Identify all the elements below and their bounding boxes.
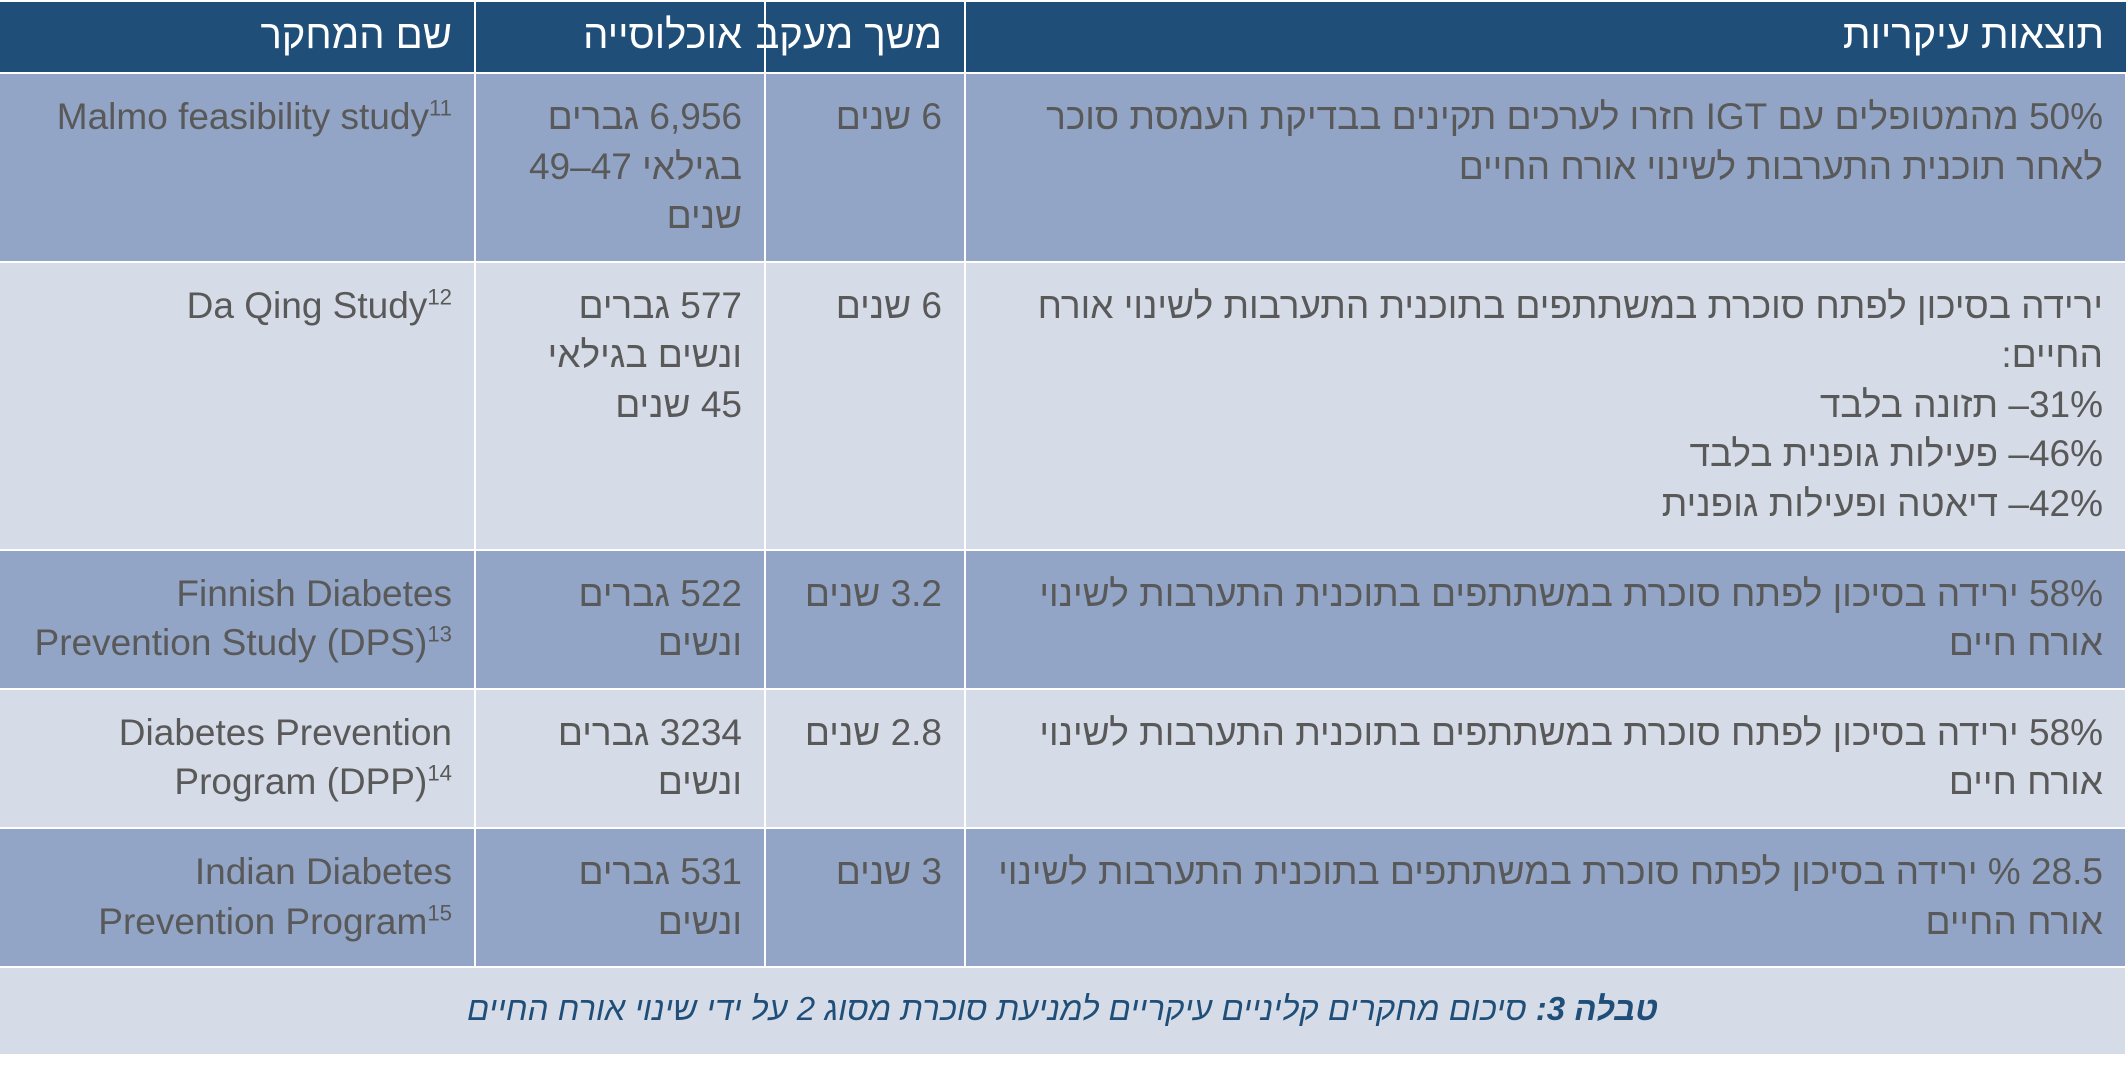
- study-reference-number: 12: [427, 284, 452, 310]
- study-name-text: Da Qing Study: [186, 284, 428, 326]
- table-row: 28.5 % ירידה בסיכון לפתח סוכרת במשתתפים …: [0, 826, 2127, 969]
- cell-study-name: Indian Diabetes Prevention Program15: [0, 826, 476, 969]
- cell-follow-up: 6 שנים: [764, 260, 966, 551]
- cell-study-name: Finnish Diabetes Prevention Study (DPS)1…: [0, 548, 476, 690]
- table-header-row: תוצאות עיקריות משך מעקב אוכלוסייה שם המח…: [0, 0, 2126, 74]
- table-footer: טבלה 3: סיכום מחקרים קליניים עיקריים למנ…: [0, 966, 2127, 1055]
- results-sub-item: 42%– דיאטה ופעילות גופנית: [1661, 483, 2103, 525]
- column-header-results: תוצאות עיקריות: [964, 0, 2126, 74]
- cell-results: 50% מהמטופלים עם IGT חזרו לערכים תקינים …: [964, 72, 2127, 263]
- table-body: 50% מהמטופלים עם IGT חזרו לערכים תקינים …: [0, 72, 2127, 969]
- results-sub-item: 31%– תזונה בלבד: [1819, 383, 2103, 425]
- results-main-text: 58% ירידה בסיכון לפתח סוכרת במשתתפים בתו…: [1039, 572, 2103, 664]
- column-header-population: אוכלוסייה: [474, 0, 766, 74]
- table-row: 58% ירידה בסיכון לפתח סוכרת במשתתפים בתו…: [0, 548, 2127, 690]
- study-name-text: Finnish Diabetes Prevention Study (DPS): [34, 572, 452, 664]
- cell-population: 531 גברים ונשים: [474, 826, 766, 969]
- study-reference-number: 14: [427, 761, 452, 787]
- cell-results: 58% ירידה בסיכון לפתח סוכרת במשתתפים בתו…: [964, 548, 2127, 690]
- cell-study-name: Malmo feasibility study11: [0, 72, 476, 263]
- results-main-text: ירידה בסיכון לפתח סוכרת במשתתפים בתוכנית…: [1037, 284, 2103, 376]
- table-caption-cell: טבלה 3: סיכום מחקרים קליניים עיקריים למנ…: [0, 966, 2127, 1055]
- cell-population: 3234 גברים ונשים: [474, 687, 766, 829]
- table-caption-row: טבלה 3: סיכום מחקרים קליניים עיקריים למנ…: [0, 966, 2127, 1055]
- study-reference-number: 15: [427, 900, 452, 926]
- study-reference-number: 11: [428, 95, 452, 121]
- cell-follow-up: 2.8 שנים: [764, 687, 966, 829]
- cell-study-name: Diabetes Prevention Program (DPP)14: [0, 687, 476, 829]
- study-name-text: Diabetes Prevention Program (DPP): [118, 711, 452, 803]
- caption-label: טבלה 3:: [1535, 990, 1658, 1028]
- table-header: תוצאות עיקריות משך מעקב אוכלוסייה שם המח…: [0, 0, 2126, 74]
- column-header-study-name: שם המחקר: [0, 0, 476, 74]
- cell-follow-up: 3 שנים: [764, 826, 966, 969]
- study-reference-number: 13: [427, 621, 452, 647]
- cell-population: 6,956 גברים בגילאי 47–49 שנים: [474, 72, 766, 263]
- results-main-text: 50% מהמטופלים עם IGT חזרו לערכים תקינים …: [1046, 96, 2103, 187]
- table-row: 50% מהמטופלים עם IGT חזרו לערכים תקינים …: [0, 72, 2127, 263]
- results-sub-item: 46%– פעילות גופנית בלבד: [1689, 433, 2103, 475]
- table-caption: טבלה 3: סיכום מחקרים קליניים עיקריים למנ…: [467, 990, 1658, 1027]
- cell-results: 28.5 % ירידה בסיכון לפתח סוכרת במשתתפים …: [964, 826, 2127, 969]
- cell-study-name: Da Qing Study12: [0, 260, 476, 551]
- cell-population: 522 גברים ונשים: [474, 548, 766, 690]
- caption-body: סיכום מחקרים קליניים עיקריים למניעת סוכר…: [466, 990, 1536, 1028]
- cell-population: 577 גברים ונשים בגילאי 45 שנים: [474, 260, 766, 551]
- study-name-text: Malmo feasibility study: [56, 96, 429, 137]
- results-main-text: 58% ירידה בסיכון לפתח סוכרת במשתתפים בתו…: [1039, 711, 2103, 803]
- study-name-text: Indian Diabetes Prevention Program: [98, 850, 452, 942]
- results-main-text: 28.5 % ירידה בסיכון לפתח סוכרת במשתתפים …: [998, 850, 2103, 942]
- cell-results: 58% ירידה בסיכון לפתח סוכרת במשתתפים בתו…: [964, 687, 2127, 829]
- table-row: 58% ירידה בסיכון לפתח סוכרת במשתתפים בתו…: [0, 687, 2127, 829]
- cell-results: ירידה בסיכון לפתח סוכרת במשתתפים בתוכנית…: [964, 260, 2127, 551]
- cell-follow-up: 3.2 שנים: [764, 548, 966, 690]
- column-header-follow-up: משך מעקב: [755, 0, 966, 74]
- table-row: ירידה בסיכון לפתח סוכרת במשתתפים בתוכנית…: [0, 260, 2127, 551]
- cell-follow-up: 6 שנים: [764, 72, 966, 263]
- study-summary-table: תוצאות עיקריות משך מעקב אוכלוסייה שם המח…: [0, 0, 2127, 1055]
